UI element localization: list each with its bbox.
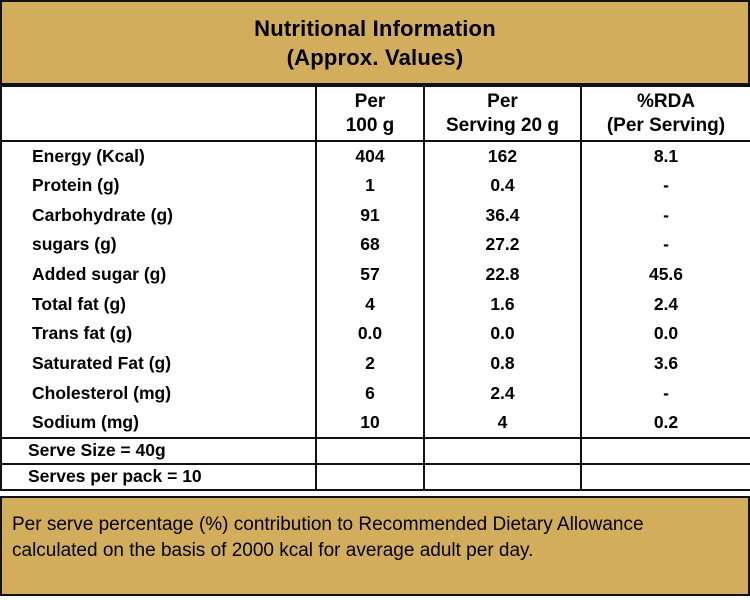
value-per-serving: 22.8: [423, 259, 582, 290]
table-row-added-sugar: Added sugar (g) 57 22.8 45.6: [0, 259, 750, 290]
row-label: Protein (g): [0, 170, 317, 201]
row-label: Added sugar (g): [0, 259, 317, 290]
header-rda-line1: %RDA: [636, 90, 696, 112]
title-line1: Nutritional Information: [254, 16, 496, 41]
value-rda: 0.2: [580, 408, 750, 438]
title-banner: Nutritional Information (Approx. Values): [0, 0, 750, 85]
table-row-saturated-fat: Saturated Fat (g) 2 0.8 3.6: [0, 348, 750, 379]
header-per-100g: Per 100 g: [315, 86, 425, 142]
divider-gap: [0, 490, 750, 496]
value-per-serving: 2.4: [423, 378, 582, 409]
value-per-100g: 0.0: [315, 319, 425, 349]
value-rda: -: [580, 200, 750, 231]
value-per-100g: 68: [315, 230, 425, 260]
value-per-100g: [315, 462, 425, 490]
row-label: Serve Size = 40g: [0, 436, 317, 464]
value-per-serving: 27.2: [423, 230, 582, 260]
row-label: Sodium (mg): [0, 408, 317, 438]
value-per-serving: [423, 462, 582, 490]
table-row-serves-per-pack: Serves per pack = 10: [0, 462, 750, 490]
header-per-serving-line2: Serving 20 g: [446, 114, 559, 136]
table-row-carbohydrate: Carbohydrate (g) 91 36.4 -: [0, 200, 750, 231]
footnote-banner: Per serve percentage (%) contribution to…: [0, 495, 750, 596]
value-rda: -: [580, 170, 750, 201]
value-per-100g: 10: [315, 408, 425, 438]
value-per-serving: 1.6: [423, 289, 582, 320]
table-row-sodium: Sodium (mg) 10 4 0.2: [0, 408, 750, 438]
header-rda-line2: (Per Serving): [606, 114, 726, 136]
value-rda: [580, 436, 750, 464]
value-rda: -: [580, 230, 750, 260]
header-per-100g-line2: 100 g: [345, 114, 395, 136]
header-per-100g-line1: Per: [354, 90, 386, 112]
value-per-serving: 36.4: [423, 200, 582, 231]
header-row: Per 100 g Per Serving 20 g %RDA (Per Ser…: [0, 86, 750, 142]
table-row-sugars: sugars (g) 68 27.2 -: [0, 230, 750, 260]
value-per-100g: [315, 436, 425, 464]
value-per-serving: 0.0: [423, 319, 582, 349]
value-per-100g: 2: [315, 348, 425, 379]
header-per-serving-line1: Per: [487, 90, 518, 112]
value-rda: 2.4: [580, 289, 750, 320]
value-per-100g: 404: [315, 141, 425, 171]
table-body: Energy (Kcal) 404 162 8.1 Protein (g) 1 …: [0, 141, 750, 490]
value-per-serving: 4: [423, 408, 582, 438]
table-row-energy: Energy (Kcal) 404 162 8.1: [0, 141, 750, 171]
value-rda: 45.6: [580, 259, 750, 290]
value-per-100g: 57: [315, 259, 425, 290]
value-per-100g: 4: [315, 289, 425, 320]
header-nutrient: [0, 86, 317, 142]
value-per-serving: 162: [423, 141, 582, 171]
row-label: Serves per pack = 10: [0, 462, 317, 490]
row-label: Trans fat (g): [0, 319, 317, 349]
table-header: Per 100 g Per Serving 20 g %RDA (Per Ser…: [0, 86, 750, 142]
title-line2: (Approx. Values): [286, 45, 464, 70]
nutrition-table: Per 100 g Per Serving 20 g %RDA (Per Ser…: [0, 85, 750, 491]
row-label: Carbohydrate (g): [0, 200, 317, 231]
value-per-serving: [423, 436, 582, 464]
row-label: sugars (g): [0, 230, 317, 260]
header-rda: %RDA (Per Serving): [580, 86, 750, 142]
value-per-100g: 91: [315, 200, 425, 231]
value-rda: 3.6: [580, 348, 750, 379]
table-row-protein: Protein (g) 1 0.4 -: [0, 170, 750, 201]
table-row-serve-size: Serve Size = 40g: [0, 436, 750, 464]
value-per-serving: 0.8: [423, 348, 582, 379]
value-rda: -: [580, 378, 750, 409]
value-rda: 8.1: [580, 141, 750, 171]
value-per-100g: 6: [315, 378, 425, 409]
footnote-line2: calculated on the basis of 2000 kcal for…: [12, 539, 534, 561]
value-per-100g: 1: [315, 170, 425, 201]
table-row-cholesterol: Cholesterol (mg) 6 2.4 -: [0, 378, 750, 409]
value-rda: 0.0: [580, 319, 750, 349]
footnote-line1: Per serve percentage (%) contribution to…: [12, 513, 644, 535]
table-row-trans-fat: Trans fat (g) 0.0 0.0 0.0: [0, 319, 750, 349]
row-label: Saturated Fat (g): [0, 348, 317, 379]
value-rda: [580, 462, 750, 490]
row-label: Energy (Kcal): [0, 141, 317, 171]
header-per-serving: Per Serving 20 g: [423, 86, 582, 142]
row-label: Total fat (g): [0, 289, 317, 320]
table-row-total-fat: Total fat (g) 4 1.6 2.4: [0, 289, 750, 320]
row-label: Cholesterol (mg): [0, 378, 317, 409]
value-per-serving: 0.4: [423, 170, 582, 201]
